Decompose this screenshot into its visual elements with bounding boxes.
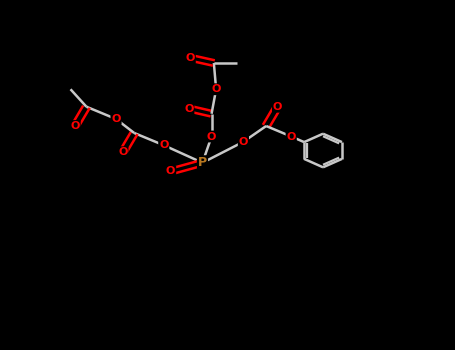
- Text: O: O: [212, 84, 221, 94]
- Text: O: O: [287, 132, 296, 141]
- Text: O: O: [207, 132, 216, 141]
- Text: O: O: [239, 137, 248, 147]
- Text: O: O: [186, 53, 195, 63]
- Text: O: O: [159, 140, 168, 150]
- Text: O: O: [111, 114, 121, 124]
- Text: O: O: [184, 104, 193, 113]
- Text: O: O: [273, 102, 282, 112]
- Text: P: P: [198, 156, 207, 169]
- Text: O: O: [71, 121, 80, 131]
- Text: O: O: [118, 147, 127, 157]
- Text: O: O: [166, 167, 175, 176]
